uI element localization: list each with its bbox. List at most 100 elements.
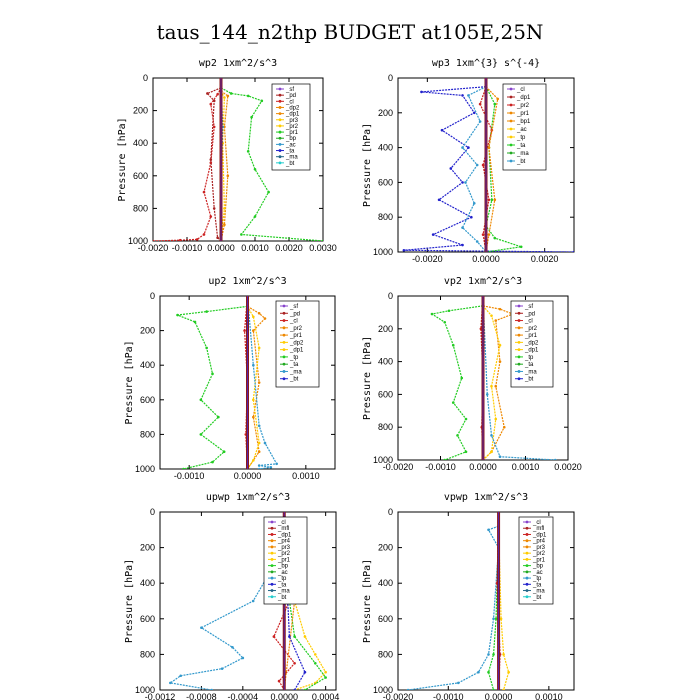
series-line-dp1 [206,87,222,241]
data-point [303,635,307,638]
legend-label: _ta [289,362,299,368]
legend-marker [525,533,529,536]
data-point [212,207,216,210]
legend-marker [517,311,521,315]
data-point [402,248,406,252]
legend-label: _ac [532,570,543,576]
data-point [275,462,278,466]
x-tick-label: -0.0020 [412,254,443,264]
data-point [487,198,491,202]
x-tick-label: 0.0010 [535,692,563,700]
y-tick-label: 200 [140,326,155,336]
legend-label: _ta [516,143,526,149]
legend-marker [525,589,529,592]
data-point [461,94,464,97]
data-point [451,401,455,404]
data-point [288,635,291,638]
data-point [490,450,493,454]
series-line-ta [403,86,574,252]
data-point [257,312,261,315]
y-axis-label: Pressure [hPa] [362,559,373,643]
legend-label: _pd [524,311,535,317]
data-point [293,662,296,665]
data-point [263,317,267,320]
legend-marker [278,93,282,97]
legend-label: _pr1 [285,130,299,136]
legend-label: _pd [285,93,296,99]
legend-marker [509,119,513,123]
x-tick-label: 0.0030 [309,243,337,253]
data-point [487,233,491,236]
y-axis-label: Pressure [hPa] [362,123,373,207]
legend-label: _ma [532,589,545,595]
panel-title: up2 1xm^2/s^3 [208,276,286,287]
legend-label: _dp1 [516,95,531,101]
x-tick-label: -0.0012 [145,692,176,700]
data-point [211,372,214,376]
series-line-pr1 [177,305,248,469]
series-line-ac [407,525,500,690]
legend-label: _ta [532,582,542,588]
legend-marker [509,111,513,115]
legend-label: _cl [516,87,525,93]
legend-label: _bt [277,595,287,601]
data-point [267,190,270,194]
legend-marker [517,355,521,359]
legend-label: _pr4 [277,539,291,545]
legend-label: _ta [277,582,287,588]
data-point [464,450,468,454]
legend-marker [270,564,274,568]
legend-label: _bp [277,564,289,570]
x-tick-label: 0.0000 [270,692,298,700]
x-tick-label: -0.0020 [383,692,414,700]
x-tick-label: -0.0004 [228,692,259,700]
y-tick-label: 400 [378,578,393,588]
legend-label: _ac [277,570,288,576]
y-tick-label: 0 [150,507,155,517]
legend-label: _sf [524,304,533,310]
legend-marker [282,304,286,308]
data-point [324,676,327,679]
data-point [464,181,467,184]
data-point [269,465,273,469]
legend-marker [525,582,529,586]
data-point [490,314,493,317]
legend-label: _mfl [277,526,289,532]
data-point [195,238,199,241]
data-point [493,236,497,240]
data-point [461,146,464,149]
x-tick-label: -0.0010 [174,471,205,481]
y-axis-label: Pressure [hPa] [117,117,128,201]
legend-label: _pr2 [289,326,303,332]
legend-label: _dp2 [285,105,300,111]
legend-label: _pr2 [277,551,291,557]
data-point [241,656,245,660]
series-line-ac [461,86,487,252]
data-point [260,99,264,103]
legend-label: _ta [285,149,295,155]
legend-label: _bt [524,377,534,383]
legend-marker [278,124,282,128]
legend-marker [282,377,286,381]
legend: _sf_pd_cl_dp2_dp1_pr3_pr2_pr1_bp_ac_ta_m… [271,83,311,171]
legend-marker [278,130,282,134]
y-tick-label: 200 [378,108,393,118]
legend-marker [525,539,529,543]
legend-marker [282,362,286,366]
data-point [205,346,208,350]
data-point [494,319,498,322]
data-point [176,313,179,317]
legend-marker [525,564,529,568]
legend-label: _pr1 [289,333,303,339]
legend-marker [282,311,286,315]
x-tick-label: 0.0010 [292,471,320,481]
data-point [502,688,505,690]
data-point [498,343,502,347]
legend-label: _ac [285,142,296,148]
y-tick-label: 600 [378,614,393,624]
chart-panel-3: up2 1xm^2/s^3 Pressure [hPa] -0.0010 0.0000… [124,276,336,481]
legend-marker [270,545,274,549]
series-line-pr2 [497,526,510,690]
legend-label: _bt [285,161,295,167]
data-point [231,645,234,649]
